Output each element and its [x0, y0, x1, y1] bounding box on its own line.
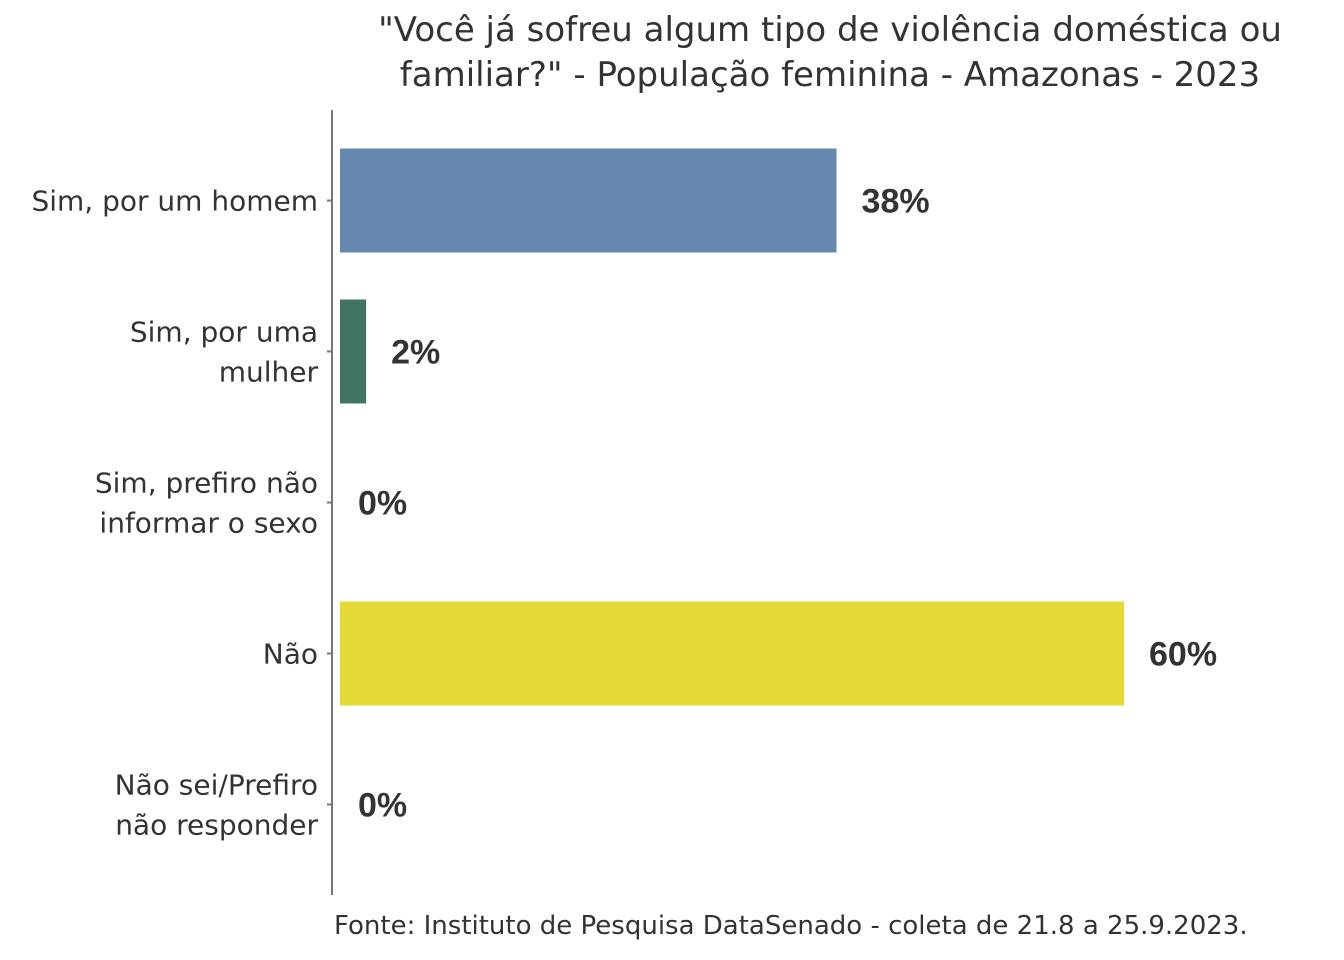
bar-0	[340, 148, 837, 253]
category-label-3: Não	[263, 638, 318, 671]
value-label-4: 0%	[358, 787, 407, 825]
chart-title: "Você já sofreu algum tipo de violência …	[378, 10, 1282, 95]
source-note: Fonte: Instituto de Pesquisa DataSenado …	[334, 911, 1248, 941]
category-label-1: Sim, por uma mulher	[130, 316, 319, 389]
category-label-2: Sim, prefiro não informar o sexo	[95, 467, 318, 540]
category-label-4: Não sei/Prefiro não responder	[115, 769, 319, 842]
category-label-0: Sim, por um homem	[31, 185, 318, 218]
value-label-1: 2%	[391, 334, 440, 372]
bar-1	[340, 299, 367, 404]
ticks-layer	[327, 199, 332, 806]
value-label-2: 0%	[358, 485, 407, 523]
bar-3	[340, 601, 1124, 706]
bars-layer	[340, 148, 1124, 706]
labels-layer: 38% Sim, por um homem 2% Sim, por uma mulher…	[31, 183, 1217, 842]
value-label-0: 38%	[862, 183, 930, 221]
value-label-3: 60%	[1149, 636, 1217, 674]
